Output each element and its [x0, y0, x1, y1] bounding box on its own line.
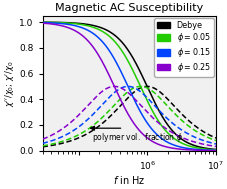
X-axis label: $f$ in Hz: $f$ in Hz [113, 174, 145, 186]
Title: Magnetic AC Susceptibility: Magnetic AC Susceptibility [55, 3, 202, 13]
Legend: Debye, $\phi = 0.05$, $\phi = 0.15$, $\phi = 0.25$: Debye, $\phi = 0.05$, $\phi = 0.15$, $\p… [154, 18, 213, 77]
Text: polymer vol.  fraction $\phi$: polymer vol. fraction $\phi$ [91, 131, 182, 144]
Y-axis label: $\chi^{\prime\prime}/\chi_0$; $\chi^{\prime}/\chi_0$: $\chi^{\prime\prime}/\chi_0$; $\chi^{\pr… [3, 60, 16, 107]
